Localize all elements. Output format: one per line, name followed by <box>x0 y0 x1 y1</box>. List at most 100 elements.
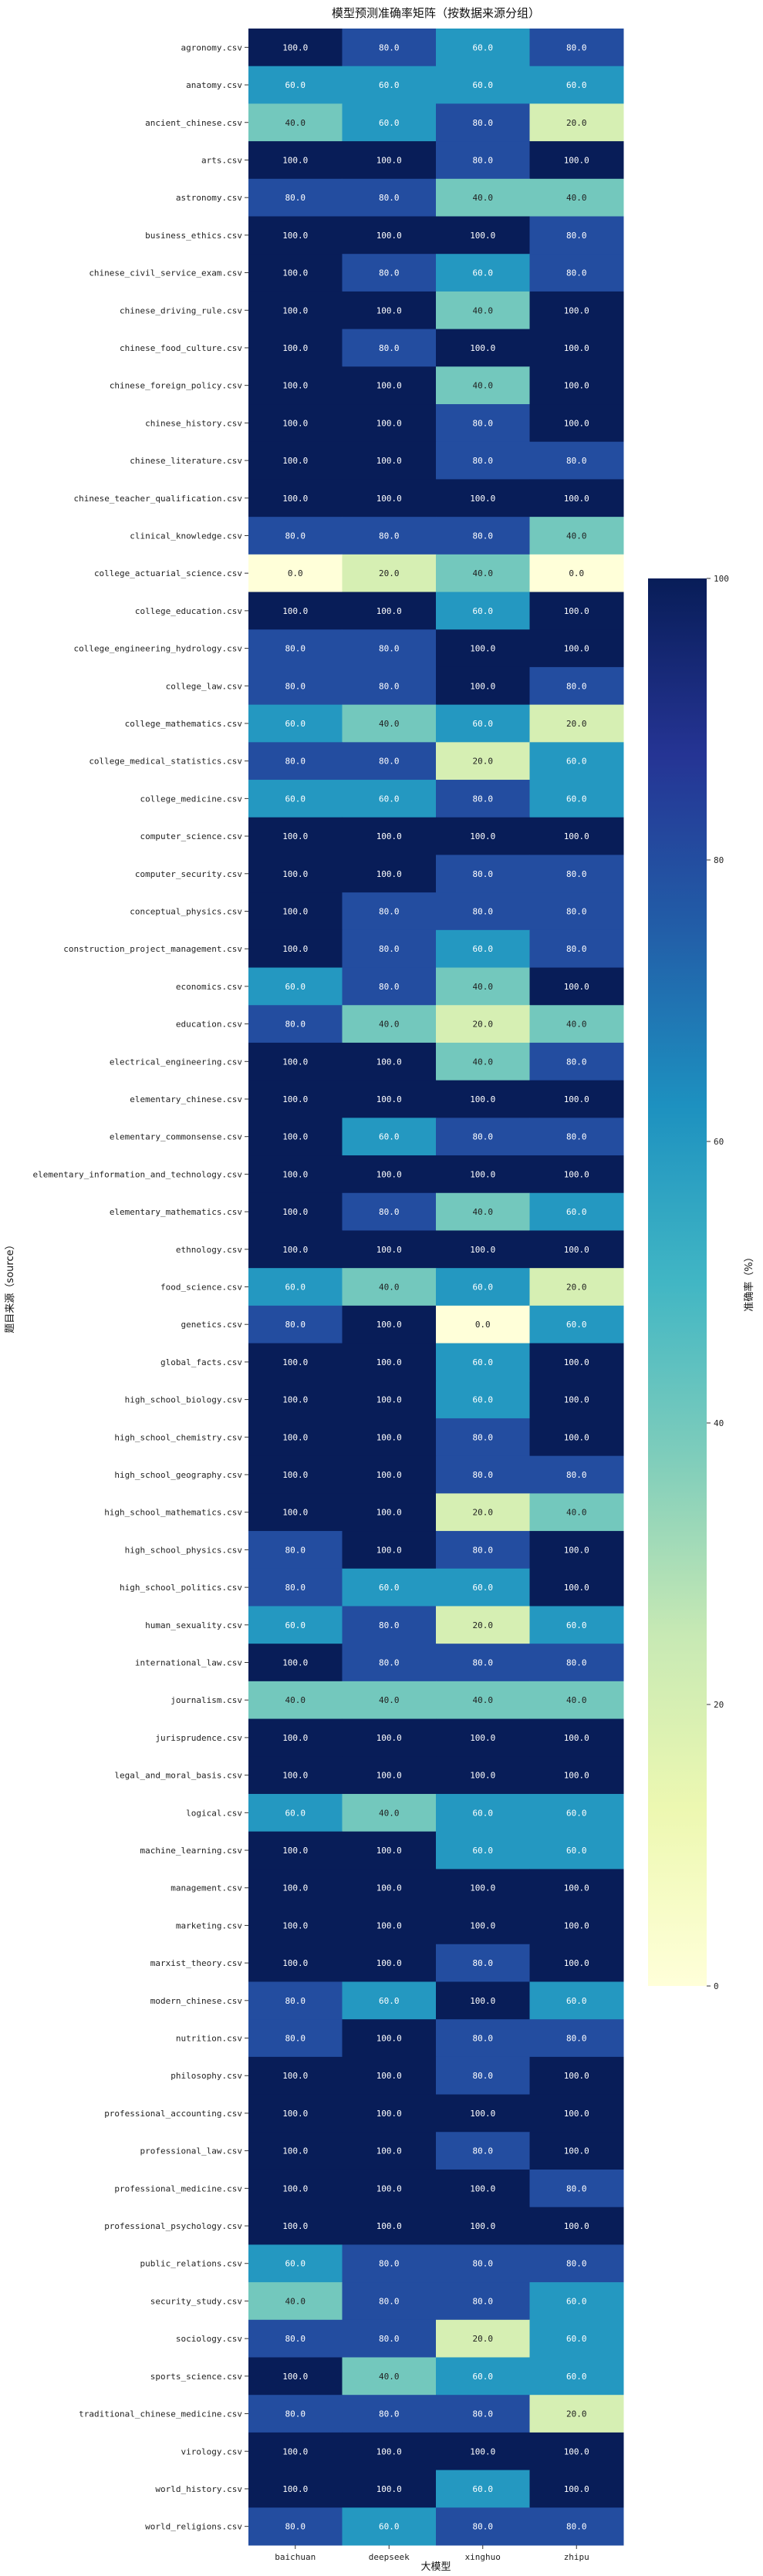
cell-value-label: 40.0 <box>285 2296 306 2306</box>
heatmap-cell <box>248 666 343 706</box>
heatmap-cell <box>529 329 624 367</box>
y-tick-label: chinese_foreign_policy.csv <box>110 381 243 391</box>
cell-value-label: 60.0 <box>473 1357 494 1367</box>
cell-value-label: 100.0 <box>376 1094 402 1104</box>
cell-value-label: 100.0 <box>282 381 308 391</box>
heatmap-cell <box>436 1080 530 1118</box>
heatmap-cell <box>342 2094 437 2133</box>
heatmap-cell <box>529 1644 624 1682</box>
heatmap-cell <box>436 892 530 931</box>
cell-value-label: 60.0 <box>473 1808 494 1818</box>
cell-value-label: 80.0 <box>566 1470 587 1480</box>
cell-value-label: 100.0 <box>564 982 589 992</box>
y-tick-label: college_mathematics.csv <box>125 719 243 729</box>
heatmap-cell <box>342 1080 437 1118</box>
heatmap-cell <box>529 1606 624 1644</box>
heatmap-cell <box>529 178 624 217</box>
heatmap-cell <box>342 1118 437 1156</box>
cell-value-label: 100.0 <box>376 1470 402 1480</box>
y-tick-label: arts.csv <box>201 155 242 165</box>
heatmap-cell <box>436 441 530 480</box>
cell-value-label: 100.0 <box>282 1658 308 1668</box>
heatmap-cell <box>436 2395 530 2433</box>
heatmap-cell <box>248 254 343 292</box>
heatmap-cell <box>248 592 343 630</box>
cell-value-label: 100.0 <box>376 1357 402 1367</box>
cell-value-label: 100.0 <box>564 1545 589 1555</box>
heatmap-cell <box>248 66 343 104</box>
heatmap-cell <box>342 1155 437 1194</box>
heatmap-cell <box>342 1907 437 1945</box>
cell-value-label: 100.0 <box>282 1169 308 1179</box>
heatmap-cell <box>342 2432 437 2471</box>
heatmap-cell <box>436 2282 530 2321</box>
cell-value-label: 40.0 <box>473 1057 494 1067</box>
y-tick-label: professional_accounting.csv <box>104 2109 242 2119</box>
colorbar-label: 准确率（%） <box>743 1252 755 1311</box>
y-tick-label: food_science.csv <box>160 1283 242 1293</box>
heatmap-cell <box>248 2244 343 2283</box>
y-tick-label: professional_medicine.csv <box>114 2183 242 2193</box>
heatmap-cell <box>342 967 437 1006</box>
colorbar-tick-label: 80 <box>714 855 724 865</box>
heatmap-cell <box>342 366 437 405</box>
cell-value-label: 100.0 <box>376 456 402 466</box>
cell-value-label: 40.0 <box>473 193 494 203</box>
heatmap-cell <box>529 1568 624 1607</box>
cell-value-label: 100.0 <box>282 1958 308 1968</box>
cell-value-label: 100.0 <box>282 1057 308 1067</box>
y-tick-label: philosophy.csv <box>170 2071 242 2081</box>
heatmap-cell <box>248 1531 343 1570</box>
cell-value-label: 100.0 <box>564 494 589 504</box>
cell-value-label: 0.0 <box>569 568 584 578</box>
heatmap-cell <box>529 1531 624 1570</box>
cell-value-label: 60.0 <box>285 80 306 90</box>
heatmap-cell <box>436 2207 530 2245</box>
cell-value-label: 100.0 <box>376 1432 402 1442</box>
cell-value-label: 80.0 <box>285 757 306 767</box>
heatmap-cell <box>436 780 530 818</box>
y-tick-label: traditional_chinese_medicine.csv <box>79 2409 242 2419</box>
cell-value-label: 60.0 <box>473 2372 494 2382</box>
cell-value-label: 80.0 <box>473 2071 494 2081</box>
heatmap-cell <box>436 103 530 142</box>
heatmap-cell <box>248 855 343 893</box>
y-tick-label: agronomy.csv <box>181 42 243 52</box>
heatmap-cell <box>436 1192 530 1231</box>
heatmap-cell <box>248 141 343 180</box>
heatmap-cell <box>436 554 530 593</box>
chart-title: 模型预测准确率矩阵（按数据来源分组） <box>332 6 540 20</box>
heatmap-cell <box>436 742 530 781</box>
heatmap-cell <box>342 2244 437 2283</box>
y-tick-label: marketing.csv <box>176 1920 242 1930</box>
cell-value-label: 80.0 <box>473 531 494 541</box>
heatmap-cell <box>342 742 437 781</box>
cell-value-label: 80.0 <box>566 2522 587 2532</box>
y-tick-label: conceptual_physics.csv <box>130 906 242 916</box>
cell-value-label: 80.0 <box>566 1658 587 1668</box>
cell-value-label: 80.0 <box>285 1996 306 2006</box>
heatmap-cell <box>436 1606 530 1644</box>
heatmap-cell <box>436 479 530 518</box>
cell-value-label: 60.0 <box>379 80 400 90</box>
cell-value-label: 100.0 <box>282 305 308 315</box>
cell-value-label: 100.0 <box>282 1508 308 1518</box>
y-tick-label: elementary_information_and_technology.cs… <box>32 1169 242 1179</box>
cell-value-label: 20.0 <box>566 1283 587 1293</box>
heatmap-cell <box>248 404 343 443</box>
cell-value-label: 100.0 <box>376 1395 402 1405</box>
heatmap-cell <box>529 1230 624 1269</box>
heatmap-cell <box>529 1831 624 1870</box>
heatmap-cell <box>436 291 530 330</box>
heatmap-cell <box>342 592 437 630</box>
cell-value-label: 40.0 <box>566 1695 587 1705</box>
heatmap-cell <box>436 2319 530 2358</box>
heatmap-cell <box>342 479 437 518</box>
y-tick-label: sports_science.csv <box>150 2372 243 2382</box>
heatmap-cell <box>342 1381 437 1419</box>
heatmap-cell <box>529 1455 624 1494</box>
cell-value-label: 80.0 <box>285 531 306 541</box>
heatmap-cell <box>436 2432 530 2471</box>
heatmap-cell <box>342 1793 437 1833</box>
cell-value-label: 20.0 <box>566 118 587 128</box>
